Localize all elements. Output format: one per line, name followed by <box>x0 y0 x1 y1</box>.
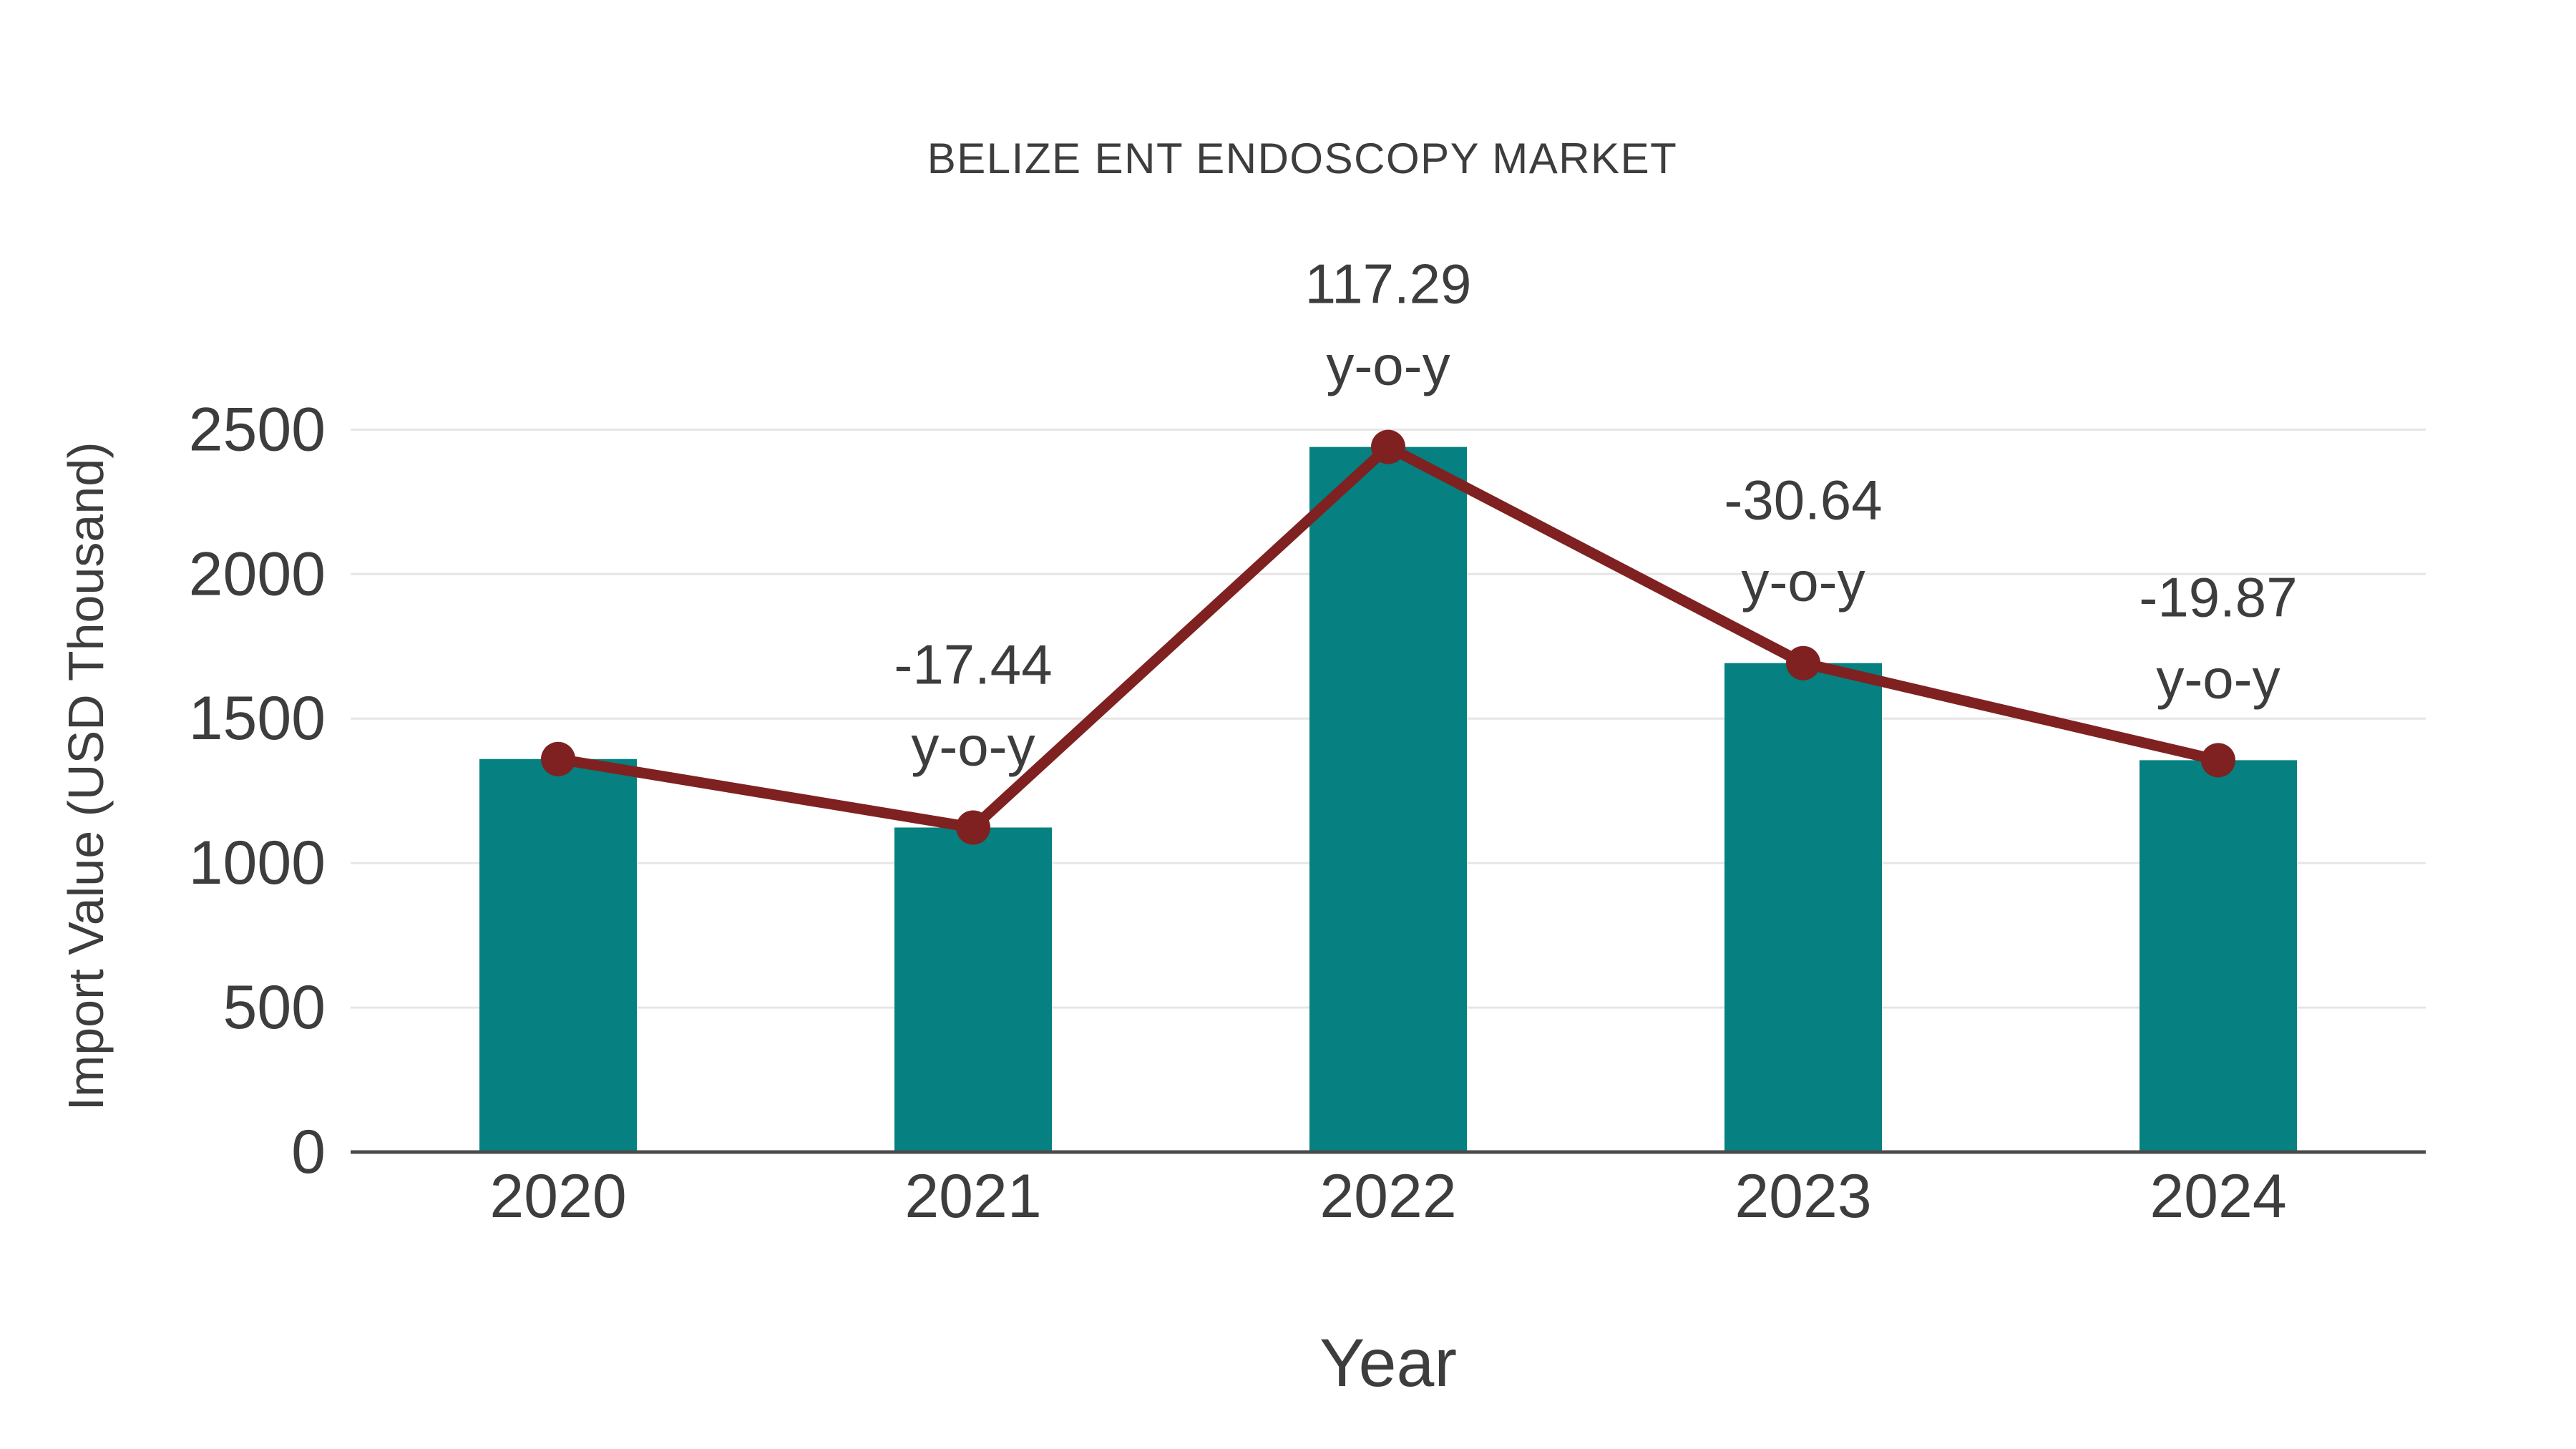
annotation-value: -19.87 <box>2139 565 2297 628</box>
x-tick-label: 2024 <box>2150 1162 2286 1231</box>
chart-title: BELIZE ENT ENDOSCOPY MARKET <box>927 135 1678 182</box>
line-marker <box>1786 645 1820 680</box>
annotation-value: 117.29 <box>1305 253 1472 316</box>
y-tick-label: 1000 <box>189 829 326 897</box>
y-tick-label: 2500 <box>189 395 326 464</box>
bar <box>1724 663 1882 1152</box>
x-axis-title: Year <box>1319 1325 1457 1401</box>
line-marker <box>2201 743 2235 778</box>
y-tick-label: 500 <box>223 973 326 1042</box>
x-tick-label: 2023 <box>1735 1162 1871 1231</box>
y-tick-label: 1500 <box>189 684 326 753</box>
y-tick-label: 2000 <box>189 540 326 608</box>
annotation-suffix: y-o-y <box>1741 550 1865 613</box>
annotation-suffix: y-o-y <box>911 714 1035 777</box>
bar <box>479 758 637 1152</box>
bar <box>894 827 1052 1152</box>
y-tick-label: 0 <box>291 1118 326 1186</box>
bar <box>2140 760 2297 1152</box>
line-marker <box>1371 429 1405 464</box>
x-tick-label: 2022 <box>1319 1162 1456 1231</box>
annotation-suffix: y-o-y <box>1326 334 1450 397</box>
x-tick-label: 2021 <box>904 1162 1041 1231</box>
line-marker <box>956 810 990 845</box>
line-marker <box>541 741 575 776</box>
x-tick-label: 2020 <box>489 1162 626 1231</box>
bar <box>1309 447 1467 1152</box>
annotation-suffix: y-o-y <box>2156 647 2280 710</box>
annotation-value: -30.64 <box>1724 469 1882 532</box>
annotation-value: -17.44 <box>894 633 1052 696</box>
